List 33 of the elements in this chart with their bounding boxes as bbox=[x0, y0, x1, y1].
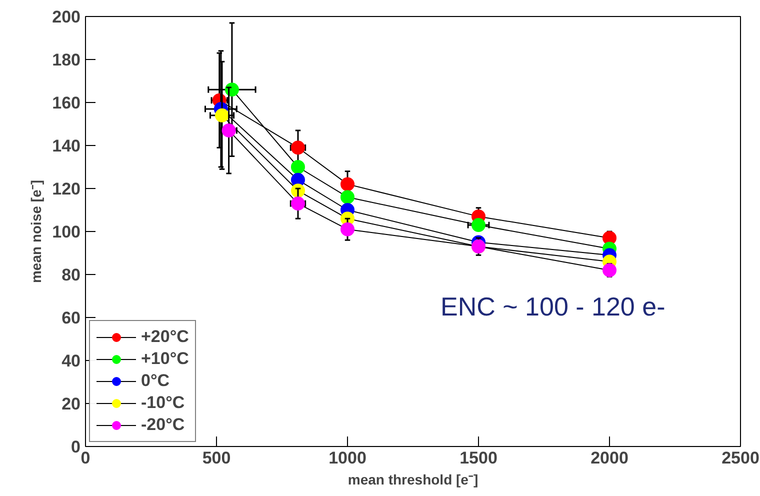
y-tick-label: 140 bbox=[52, 136, 81, 156]
y-tick-label: 100 bbox=[52, 222, 81, 242]
point bbox=[290, 196, 305, 211]
y-tick-label: 80 bbox=[62, 266, 81, 284]
x-tick-label: 1500 bbox=[460, 448, 498, 468]
x-axis-title: mean threshold [e⁻] bbox=[348, 472, 478, 488]
y-tick-label: 160 bbox=[52, 94, 81, 112]
x-tick-label: 500 bbox=[202, 448, 231, 468]
x-tick-label: 1000 bbox=[328, 448, 366, 468]
point bbox=[602, 263, 616, 278]
legend-label: -20°C bbox=[141, 415, 185, 435]
point bbox=[340, 190, 354, 204]
x-tick-label: 2000 bbox=[590, 448, 628, 468]
legend-label: +10°C bbox=[141, 349, 189, 369]
annotation: ENC ~ 100 - 120 e- bbox=[440, 292, 666, 322]
x-tick-label: 2500 bbox=[722, 448, 760, 468]
y-tick-label: 180 bbox=[52, 50, 81, 70]
y-tick-label: 20 bbox=[62, 394, 81, 414]
legend-label: +20°C bbox=[141, 327, 189, 347]
y-tick-label: 200 bbox=[52, 8, 81, 26]
y-axis-title: mean noise [e⁻] bbox=[28, 180, 44, 284]
y-tick-label: 40 bbox=[62, 352, 81, 370]
legend-label: -10°C bbox=[141, 393, 185, 413]
legend-label: 0°C bbox=[141, 371, 170, 391]
point bbox=[222, 123, 236, 138]
point bbox=[290, 160, 305, 174]
point bbox=[340, 177, 354, 192]
point bbox=[290, 140, 305, 155]
point bbox=[472, 218, 486, 232]
y-tick-label: 60 bbox=[62, 308, 81, 328]
point bbox=[340, 222, 354, 236]
point bbox=[215, 108, 229, 122]
y-tick-label: 120 bbox=[52, 180, 81, 198]
